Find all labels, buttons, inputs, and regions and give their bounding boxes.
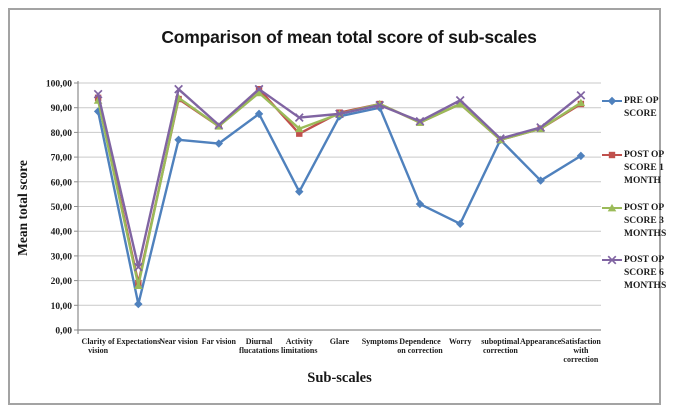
triangle-marker-icon bbox=[294, 124, 304, 133]
x-category-label: Appearance bbox=[520, 337, 562, 346]
y-tick-label: 100,00 bbox=[46, 80, 72, 90]
triangle-marker-icon bbox=[576, 98, 586, 107]
x-marker-icon bbox=[375, 100, 385, 110]
diamond-marker-icon bbox=[174, 135, 183, 145]
x-category-label: Expectations bbox=[116, 337, 160, 346]
legend-x-marker-icon bbox=[602, 255, 622, 265]
x-marker-icon bbox=[335, 109, 344, 119]
legend-label: POST OP SCORE 1 MONTH bbox=[624, 150, 664, 186]
x-category-label: Symptoms bbox=[362, 337, 398, 346]
legend-item-post-op-score-6-months: POST OP SCORE 6 MONTHS bbox=[602, 254, 670, 293]
y-tick-label: 90,00 bbox=[51, 104, 73, 114]
x-marker-icon bbox=[93, 89, 103, 99]
y-tick-label: 40,00 bbox=[51, 228, 73, 238]
legend: PRE OP SCORE POST OP SCORE 1 MONTH POST OP… bbox=[602, 0, 668, 417]
x-marker-icon bbox=[133, 262, 143, 272]
legend-item-post-op-score-1-month: POST OP SCORE 1 MONTH bbox=[602, 149, 670, 188]
x-marker-icon bbox=[214, 120, 224, 130]
x-marker-icon bbox=[254, 84, 264, 94]
x-category-label: Dependence on correction bbox=[397, 337, 443, 355]
x-category-label: Diurnal flucatations bbox=[239, 337, 279, 355]
diamond-marker-icon bbox=[295, 187, 304, 196]
triangle-marker-icon bbox=[607, 203, 617, 212]
diamond-marker-icon bbox=[214, 139, 224, 148]
x-marker-icon bbox=[576, 90, 586, 100]
legend-square-marker-icon bbox=[602, 151, 622, 159]
x-marker-icon bbox=[536, 123, 546, 132]
x-marker-icon bbox=[174, 84, 183, 94]
legend-label: PRE OP SCORE bbox=[624, 96, 659, 119]
triangle-marker-icon bbox=[455, 99, 465, 108]
x-marker-icon bbox=[415, 116, 425, 126]
x-axis-title: Sub-scales bbox=[307, 370, 372, 386]
y-tick-label: 0,00 bbox=[55, 327, 72, 337]
y-tick-label: 10,00 bbox=[51, 302, 73, 312]
series-post-op-score-6-months bbox=[93, 84, 586, 272]
x-marker-icon bbox=[294, 113, 304, 122]
diamond-marker-icon bbox=[455, 219, 465, 228]
chart-title: Comparison of mean total score of sub-sc… bbox=[161, 27, 537, 47]
y-tick-label: 50,00 bbox=[51, 203, 73, 213]
x-category-label: suboptimal correction bbox=[481, 337, 520, 355]
x-category-label: Worry bbox=[449, 337, 472, 346]
legend-diamond-marker-icon bbox=[602, 96, 622, 106]
y-tick-label: 70,00 bbox=[51, 154, 73, 164]
legend-label: POST OP SCORE 3 MONTHS bbox=[624, 203, 667, 239]
diamond-marker-icon bbox=[134, 299, 143, 309]
x-category-label: Near vision bbox=[159, 337, 198, 346]
x-category-label: Far vision bbox=[202, 337, 237, 346]
x-marker-icon bbox=[455, 95, 465, 105]
legend-item-pre-op-score: PRE OP SCORE bbox=[602, 95, 670, 121]
triangle-marker-icon bbox=[254, 88, 264, 97]
x-category-label: Clarity of vision bbox=[82, 337, 115, 355]
triangle-marker-icon bbox=[134, 281, 143, 289]
y-tick-label: 80,00 bbox=[51, 129, 73, 139]
legend-item-post-op-score-3-months: POST OP SCORE 3 MONTHS bbox=[602, 202, 670, 241]
x-marker-icon bbox=[607, 255, 617, 265]
diamond-marker-icon bbox=[254, 109, 264, 119]
y-tick-label: 20,00 bbox=[51, 277, 73, 287]
diamond-marker-icon bbox=[415, 199, 425, 209]
y-tick-label: 60,00 bbox=[51, 178, 73, 188]
x-category-label: Activity limitations bbox=[281, 337, 317, 355]
legend-label: POST OP SCORE 6 MONTHS bbox=[624, 255, 667, 291]
legend-triangle-marker-icon bbox=[602, 203, 622, 212]
diamond-marker-icon bbox=[607, 96, 617, 106]
diamond-marker-icon bbox=[536, 176, 545, 185]
x-category-label: Glare bbox=[330, 337, 350, 346]
x-category-label: Satisfaction with correction bbox=[561, 337, 602, 364]
y-tick-label: 30,00 bbox=[51, 252, 73, 262]
square-marker-icon bbox=[296, 130, 303, 137]
diamond-marker-icon bbox=[576, 151, 586, 161]
square-marker-icon bbox=[608, 151, 616, 159]
x-marker-icon bbox=[496, 134, 505, 143]
